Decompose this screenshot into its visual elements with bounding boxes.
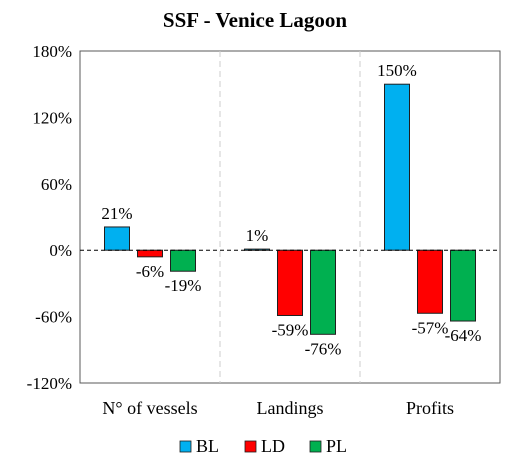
x-category-label: N° of vessels (102, 398, 197, 418)
chart-title: SSF - Venice Lagoon (163, 8, 347, 32)
legend-swatch-pl (309, 440, 322, 453)
y-tick-label: 180% (32, 42, 72, 61)
data-label: 150% (377, 61, 417, 80)
bar-pl (450, 249, 476, 322)
legend-label: LD (261, 436, 285, 456)
data-label: -6% (136, 262, 164, 281)
legend-label: PL (326, 436, 347, 456)
data-label: -76% (305, 339, 342, 358)
x-category-label: Landings (257, 398, 324, 418)
bar-ld (417, 249, 443, 314)
bar-pl (310, 249, 336, 335)
category-separators (219, 51, 361, 383)
data-label: 21% (101, 204, 132, 223)
data-labels: 21% -6%-19% 1% -59%-76% 150% -57%-64% (101, 61, 481, 358)
plot-frame (79, 50, 501, 384)
legend-label: BL (196, 436, 219, 456)
bar-pl (170, 249, 196, 272)
y-tick-label: 0% (49, 241, 72, 260)
bar-ld (277, 249, 303, 316)
y-tick-label: 60% (41, 175, 72, 194)
bar-bl (384, 83, 410, 251)
x-category-label: Profits (406, 398, 454, 418)
bars (104, 83, 476, 335)
x-axis-labels: N° of vessels Landings Profits (102, 398, 454, 418)
legend-swatch-ld (244, 440, 257, 453)
y-tick-label: -60% (35, 308, 72, 327)
y-axis-ticks: -120% -60% 0% 60% 120% 180% (27, 42, 72, 393)
legend: BL LD PL (179, 436, 347, 456)
data-label: 1% (246, 226, 269, 245)
data-label: -57% (412, 318, 449, 337)
data-label: -59% (272, 320, 309, 339)
data-label: -64% (445, 326, 482, 345)
legend-swatch-bl (179, 440, 192, 453)
bar-bl (104, 226, 130, 251)
y-tick-label: -120% (27, 374, 72, 393)
data-label: -19% (165, 276, 202, 295)
bar-ld (137, 249, 163, 258)
y-tick-label: 120% (32, 108, 72, 127)
